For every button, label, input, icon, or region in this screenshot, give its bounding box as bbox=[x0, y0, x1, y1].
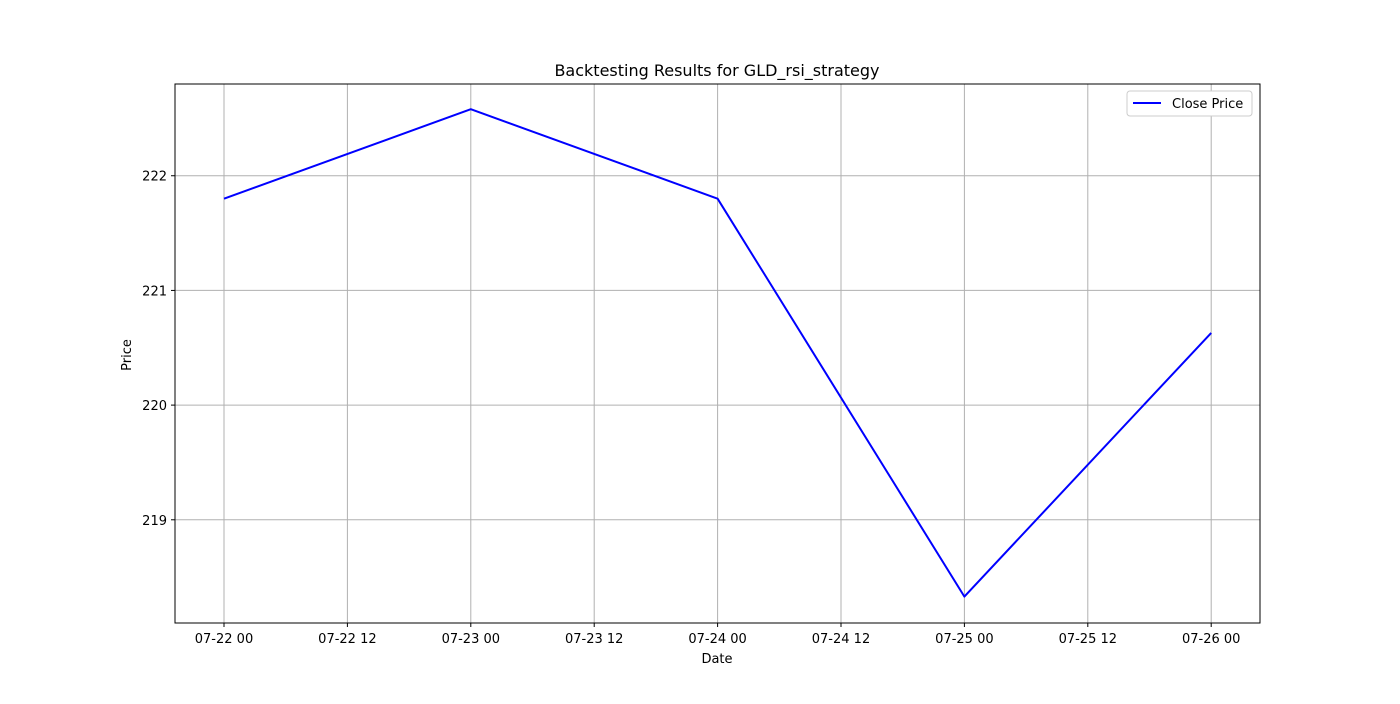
x-tick-label: 07-23 00 bbox=[442, 632, 500, 647]
x-tick-label: 07-24 00 bbox=[688, 632, 746, 647]
series-line-close-price bbox=[223, 108, 1212, 598]
y-axis-ticks: 219 220 221 222 bbox=[142, 170, 175, 529]
x-tick-label: 07-24 12 bbox=[812, 632, 870, 647]
chart-title: Backtesting Results for GLD_rsi_strategy bbox=[554, 61, 879, 81]
y-tick-label: 219 bbox=[142, 514, 167, 529]
x-tick-label: 07-22 12 bbox=[318, 632, 376, 647]
x-tick-label: 07-25 00 bbox=[935, 632, 993, 647]
x-axis-ticks: 07-22 00 07-22 12 07-23 00 07-23 12 07-24 00… bbox=[195, 623, 1240, 647]
legend-box bbox=[1126, 90, 1253, 117]
x-tick-label: 07-22 00 bbox=[195, 632, 253, 647]
y-tick-label: 221 bbox=[142, 284, 167, 299]
x-tick-label: 07-26 00 bbox=[1182, 632, 1240, 647]
legend: Close Price bbox=[1126, 90, 1253, 117]
y-axis-label: Price bbox=[120, 339, 135, 371]
series-layer bbox=[223, 108, 1212, 598]
x-tick-label: 07-23 12 bbox=[565, 632, 623, 647]
y-tick-label: 222 bbox=[142, 170, 167, 185]
y-tick-label: 220 bbox=[142, 399, 167, 414]
x-axis-label: Date bbox=[701, 652, 732, 667]
x-tick-label: 07-25 12 bbox=[1059, 632, 1117, 647]
grid-lines bbox=[175, 84, 1260, 623]
legend-label: Close Price bbox=[1172, 97, 1243, 112]
